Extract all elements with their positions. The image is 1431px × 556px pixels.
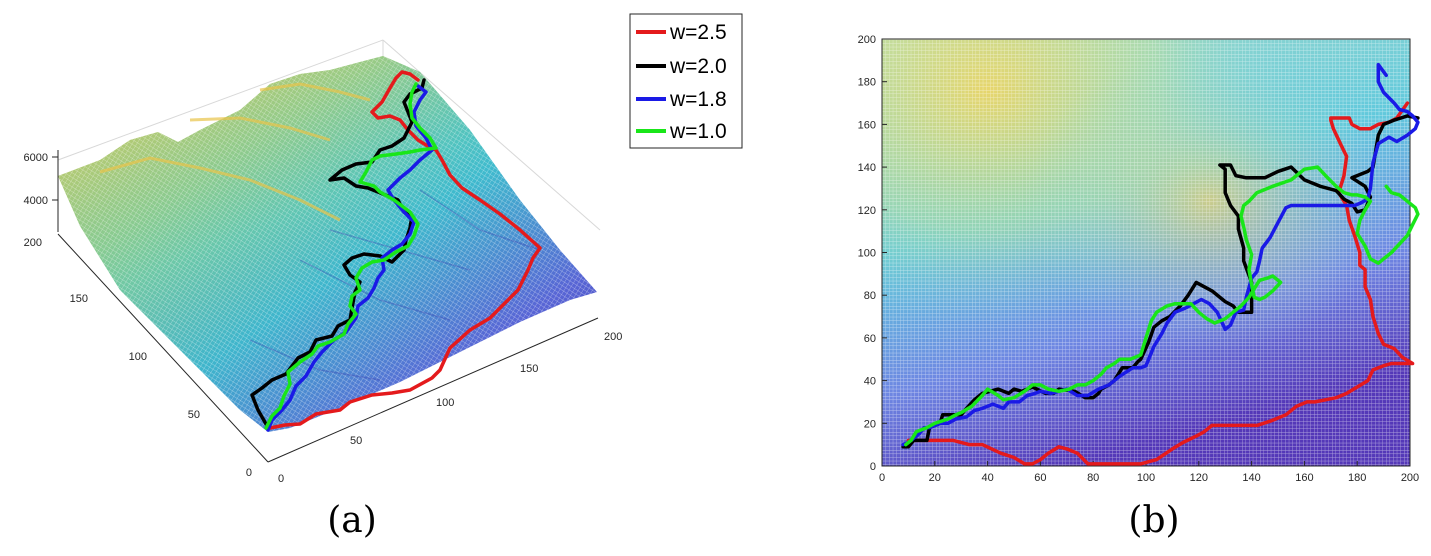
legend: w=2.5 w=2.0 w=1.8 w=1.0	[629, 13, 743, 149]
y-tick-label: 50	[188, 409, 200, 421]
panel-b-caption: (b)	[1128, 500, 1179, 541]
x-tick-label: 0	[879, 472, 885, 484]
y-tick-label: 200	[858, 34, 876, 46]
path3d-red	[268, 70, 542, 430]
x-tick-label: 80	[1087, 472, 1099, 484]
y-tick-label: 40	[864, 376, 876, 388]
legend-label: w=2.5	[669, 21, 727, 44]
legend-label: w=2.0	[669, 55, 727, 78]
x-tick-label: 60	[1034, 472, 1046, 484]
legend-label: w=1.0	[669, 120, 727, 143]
x-tick-label: 0	[278, 473, 284, 485]
series-line-w-2-5	[906, 101, 1415, 466]
legend-label: w=1.8	[669, 88, 727, 111]
series-line-w-1-0	[904, 165, 1420, 447]
y-tick-label: 160	[858, 119, 876, 131]
x-tick-label: 20	[929, 472, 941, 484]
x-tick-label: 150	[520, 363, 538, 375]
y-tick-label: 0	[246, 467, 252, 479]
x-tick-label: 180	[1348, 472, 1366, 484]
legend-entry: w=2.0	[636, 55, 727, 78]
y-tick-label: 150	[70, 293, 88, 305]
z-tick-label: 4000	[24, 195, 48, 207]
y-tick-label: 60	[864, 333, 876, 345]
legend-entry: w=1.8	[636, 88, 727, 111]
legend-entry: w=2.5	[636, 21, 727, 44]
paths-3d	[250, 70, 542, 432]
x-tick-label: 100	[436, 397, 454, 409]
z-tick-label: 6000	[24, 152, 48, 164]
y-axis-3d: 200 150 100 50 0	[24, 233, 269, 479]
heatmap-background	[882, 39, 1410, 466]
path3d-blue	[266, 84, 434, 432]
x-tick-label: 100	[1137, 472, 1155, 484]
x-tick-label: 120	[1190, 472, 1208, 484]
legend-entry: w=1.0	[636, 120, 727, 143]
y-tick-label: 80	[864, 290, 876, 302]
series-line-w-1-8	[901, 62, 1420, 447]
y-tick-label: 20	[864, 418, 876, 430]
y-tick-label: 100	[858, 248, 876, 260]
panel-a-caption: (a)	[327, 500, 377, 541]
panel-b: 0 20 40 60 80 100 120 140 160 180 200 0 20 40 60 80 100 1…	[858, 34, 1420, 541]
y-tick-label: 0	[870, 461, 876, 473]
path3d-black	[250, 78, 426, 426]
z-axis: 6000 4000	[24, 150, 59, 232]
legend-box	[629, 13, 743, 149]
panel-a: 6000 4000 200 150 100 50 0 0 50 100 150 …	[24, 39, 622, 541]
axis-ticks: 0 20 40 60 80 100 120 140 160 180 200 0 20 40 60 80 100 1…	[858, 34, 1420, 484]
terrain-ridges	[99, 82, 371, 222]
y-tick-label: 120	[858, 205, 876, 217]
x-tick-label: 50	[350, 435, 362, 447]
y-tick-label: 200	[24, 237, 42, 249]
path-series	[901, 62, 1420, 466]
y-tick-label: 140	[858, 162, 876, 174]
x-tick-label: 200	[604, 331, 622, 343]
x-axis-3d: 0 50 100 150 200	[267, 317, 622, 485]
y-tick-label: 180	[858, 77, 876, 89]
x-tick-label: 40	[981, 472, 993, 484]
x-tick-label: 140	[1242, 472, 1260, 484]
y-tick-label: 100	[129, 351, 147, 363]
path3d-green	[264, 82, 438, 430]
x-tick-label: 160	[1295, 472, 1313, 484]
terrain-mesh	[58, 56, 597, 432]
x-tick-label: 200	[1401, 472, 1419, 484]
